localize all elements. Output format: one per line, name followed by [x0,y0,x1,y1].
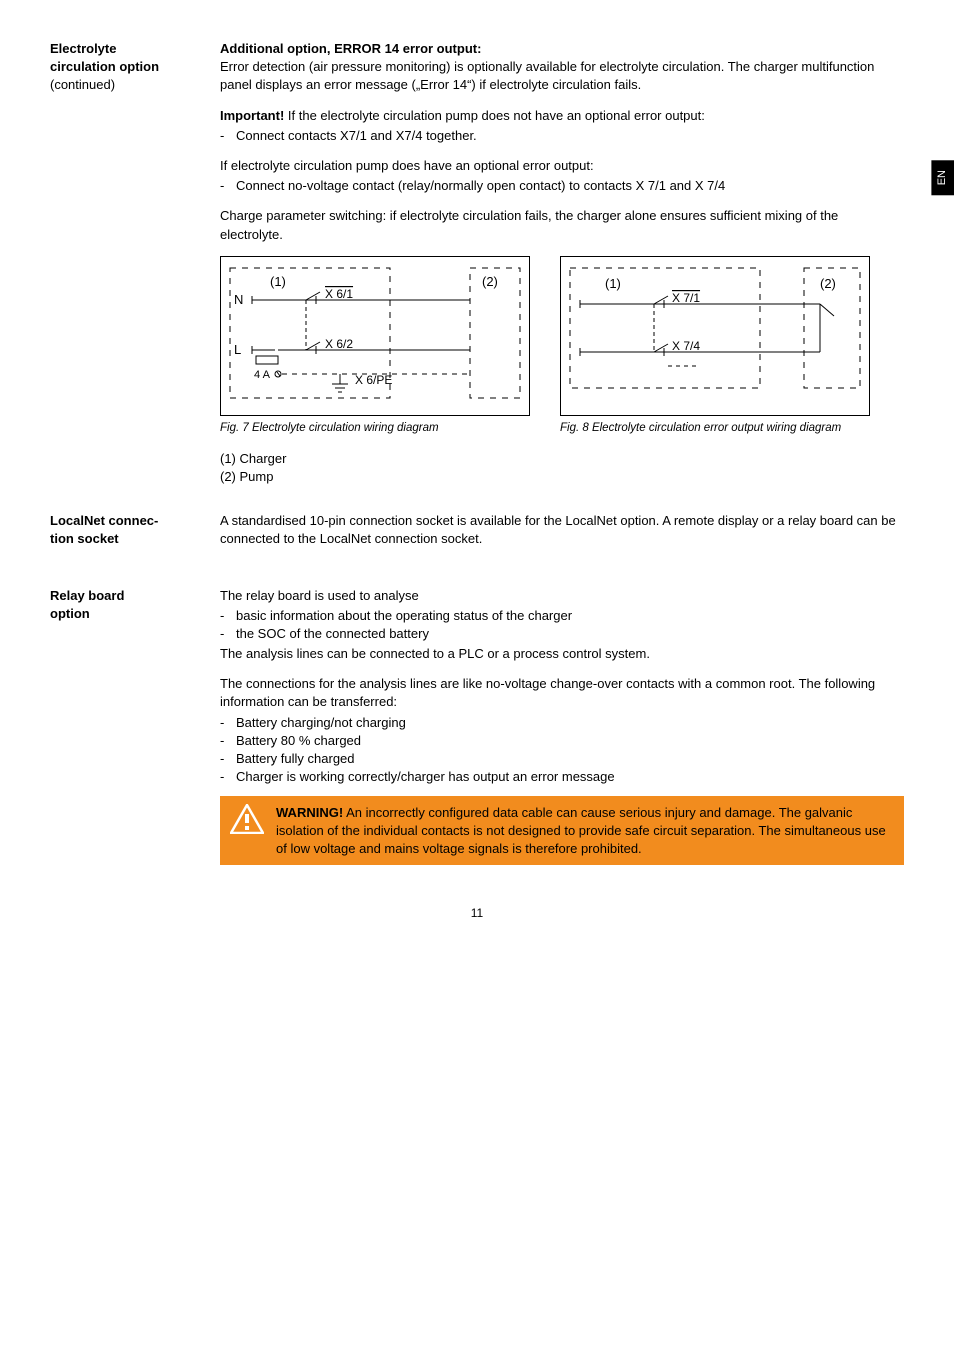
label-continued: (continued) [50,76,200,94]
important-label: Important! [220,108,284,123]
section-label: Relay board option [50,587,200,866]
label-x61: X 6/1 [325,287,353,301]
warning-text: WARNING! An incorrectly configured data … [276,804,894,857]
figure-caption: Fig. 7 Electrolyte circulation wiring di… [220,420,520,436]
paragraph: The relay board is used to analyse [220,587,904,605]
diagrams-row: (1) (2) N X 6/1 L [220,256,904,436]
page-number: 11 [50,905,904,922]
bullet-item: Connect no-voltage contact (relay/normal… [220,177,904,195]
label-line: option [50,605,200,623]
bullet-list: Connect no-voltage contact (relay/normal… [220,177,904,195]
section-relay-board: Relay board option The relay board is us… [50,587,904,866]
paragraph: If the electrolyte circulation pump does… [284,108,705,123]
warning-box: WARNING! An incorrectly configured data … [220,796,904,865]
figure-7: (1) (2) N X 6/1 L [220,256,530,436]
language-tab: EN [931,160,954,195]
label-x62: X 6/2 [325,337,353,351]
bullet-item: Battery 80 % charged [220,732,904,750]
callout-1: (1) [605,276,621,291]
label-line: LocalNet connec- [50,512,200,530]
section-content: A standardised 10-pin connection socket … [220,512,904,560]
section-content: Additional option, ERROR 14 error output… [220,40,904,486]
paragraph: Charge parameter switching: if electroly… [220,207,904,243]
section-content: The relay board is used to analyse basic… [220,587,904,866]
section-localnet: LocalNet connec- tion socket A standardi… [50,512,904,560]
bullet-list: Connect contacts X7/1 and X7/4 together. [220,127,904,145]
paragraph: The connections for the analysis lines a… [220,675,904,711]
callout-2: (2) [820,276,836,291]
label-l: L [234,342,241,357]
legend: (1) Charger (2) Pump [220,450,904,486]
label-x71: X 7/1 [672,291,700,305]
bullet-item: basic information about the operating st… [220,607,904,625]
label-x74: X 7/4 [672,339,700,353]
bullet-list: Battery charging/not charging Battery 80… [220,714,904,787]
figure-caption: Fig. 8 Electrolyte circulation error out… [560,420,860,436]
warning-icon [230,804,264,834]
bullet-item: the SOC of the connected battery [220,625,904,643]
paragraph: A standardised 10-pin connection socket … [220,512,904,548]
paragraph: The analysis lines can be connected to a… [220,645,904,663]
label-line: Relay board [50,587,200,605]
bullet-item: Charger is working correctly/charger has… [220,768,904,786]
label-line: circulation option [50,58,200,76]
legend-item: (2) Pump [220,468,904,486]
bullet-list: basic information about the operating st… [220,607,904,643]
section-electrolyte: Electrolyte circulation option (continue… [50,40,904,486]
paragraph: If electrolyte circulation pump does hav… [220,157,904,175]
section-label: Electrolyte circulation option (continue… [50,40,200,486]
bullet-item: Battery fully charged [220,750,904,768]
warning-bold: WARNING! [276,805,343,820]
section-label: LocalNet connec- tion socket [50,512,200,560]
callout-1: (1) [270,274,286,289]
paragraph: Error detection (air pressure monitoring… [220,59,874,92]
callout-2: (2) [482,274,498,289]
sub-heading: Additional option, ERROR 14 error output… [220,41,481,56]
bullet-item: Battery charging/not charging [220,714,904,732]
label-fuse: 4 A [254,369,271,381]
warning-body: An incorrectly configured data cable can… [276,805,886,855]
figure-8: (1) (2) X 7/1 [560,256,870,436]
label-n: N [234,292,243,307]
label-x6pe: X 6/PE [355,373,392,387]
bullet-item: Connect contacts X7/1 and X7/4 together. [220,127,904,145]
label-line: Electrolyte [50,40,200,58]
label-line: tion socket [50,530,200,548]
legend-item: (1) Charger [220,450,904,468]
